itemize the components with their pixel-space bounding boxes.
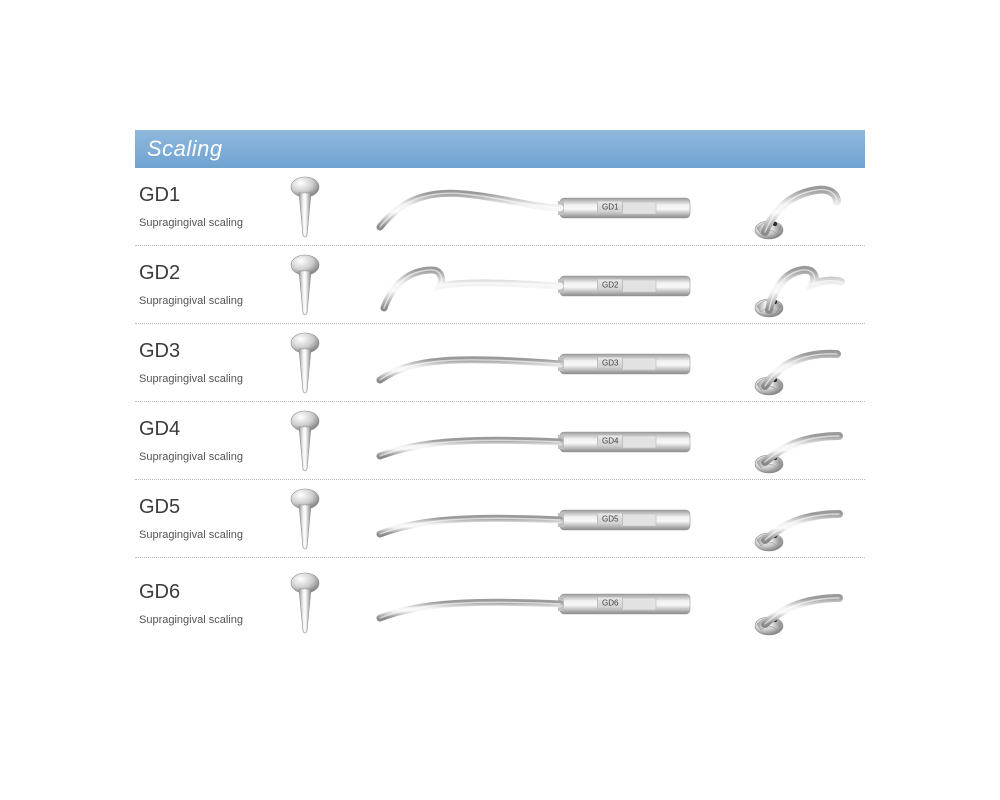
product-description: Supragingival scaling <box>139 373 275 385</box>
tip-front-icon <box>285 331 325 395</box>
product-description: Supragingival scaling <box>139 217 275 229</box>
product-code: GD2 <box>139 262 275 285</box>
tip-detail-icon <box>745 250 855 320</box>
product-code: GD5 <box>139 496 275 519</box>
tip-front-icon <box>285 571 325 635</box>
scaler-side-icon <box>370 172 700 242</box>
detail-cell <box>735 568 865 638</box>
detail-cell <box>735 328 865 398</box>
tip-label: GD1 <box>597 200 623 213</box>
tip-front-icon <box>285 175 325 239</box>
product-code: GD3 <box>139 340 275 363</box>
label-cell: GD5 Supragingival scaling <box>135 496 275 541</box>
product-row: GD4 Supragingival scaling GD4 <box>135 402 865 480</box>
detail-cell <box>735 484 865 554</box>
tip-front-icon <box>285 409 325 473</box>
tool-cell: GD4 <box>335 406 735 476</box>
product-description: Supragingival scaling <box>139 295 275 307</box>
detail-cell <box>735 172 865 242</box>
tool-cell: GD6 <box>335 568 735 638</box>
product-description: Supragingival scaling <box>139 614 275 626</box>
detail-cell <box>735 406 865 476</box>
tip-label: GD2 <box>597 278 623 291</box>
tip-detail-icon <box>745 172 855 242</box>
tip-detail-icon <box>745 484 855 554</box>
tip-label: GD4 <box>597 434 623 447</box>
catalog-panel: Scaling GD1 Supragingival scaling GD1 <box>135 130 865 648</box>
product-code: GD6 <box>139 581 275 604</box>
section-title: Scaling <box>147 136 223 161</box>
thumbnail-cell <box>275 487 335 551</box>
tool-cell: GD1 <box>335 172 735 242</box>
thumbnail-cell <box>275 253 335 317</box>
tip-label: GD6 <box>597 597 623 610</box>
product-code: GD1 <box>139 184 275 207</box>
tip-detail-icon <box>745 568 855 638</box>
product-row: GD2 Supragingival scaling GD2 <box>135 246 865 324</box>
scaler-side-icon <box>370 250 700 320</box>
tip-label: GD3 <box>597 356 623 369</box>
label-cell: GD1 Supragingival scaling <box>135 184 275 229</box>
product-rows: GD1 Supragingival scaling GD1 <box>135 168 865 648</box>
scaler-side-icon <box>370 484 700 554</box>
label-cell: GD3 Supragingival scaling <box>135 340 275 385</box>
tool-cell: GD3 <box>335 328 735 398</box>
product-row: GD3 Supragingival scaling GD3 <box>135 324 865 402</box>
tool-cell: GD5 <box>335 484 735 554</box>
thumbnail-cell <box>275 409 335 473</box>
tip-label: GD5 <box>597 512 623 525</box>
thumbnail-cell <box>275 331 335 395</box>
scaler-side-icon <box>370 406 700 476</box>
tip-detail-icon <box>745 328 855 398</box>
product-description: Supragingival scaling <box>139 451 275 463</box>
label-cell: GD2 Supragingival scaling <box>135 262 275 307</box>
section-header: Scaling <box>135 130 865 168</box>
product-row: GD1 Supragingival scaling GD1 <box>135 168 865 246</box>
scaler-side-icon <box>370 568 700 638</box>
label-cell: GD6 Supragingival scaling <box>135 581 275 626</box>
tip-front-icon <box>285 487 325 551</box>
tool-cell: GD2 <box>335 250 735 320</box>
product-row: GD6 Supragingival scaling GD6 <box>135 558 865 648</box>
thumbnail-cell <box>275 571 335 635</box>
thumbnail-cell <box>275 175 335 239</box>
tip-detail-icon <box>745 406 855 476</box>
product-code: GD4 <box>139 418 275 441</box>
product-row: GD5 Supragingival scaling GD5 <box>135 480 865 558</box>
scaler-side-icon <box>370 328 700 398</box>
product-description: Supragingival scaling <box>139 529 275 541</box>
label-cell: GD4 Supragingival scaling <box>135 418 275 463</box>
detail-cell <box>735 250 865 320</box>
tip-front-icon <box>285 253 325 317</box>
